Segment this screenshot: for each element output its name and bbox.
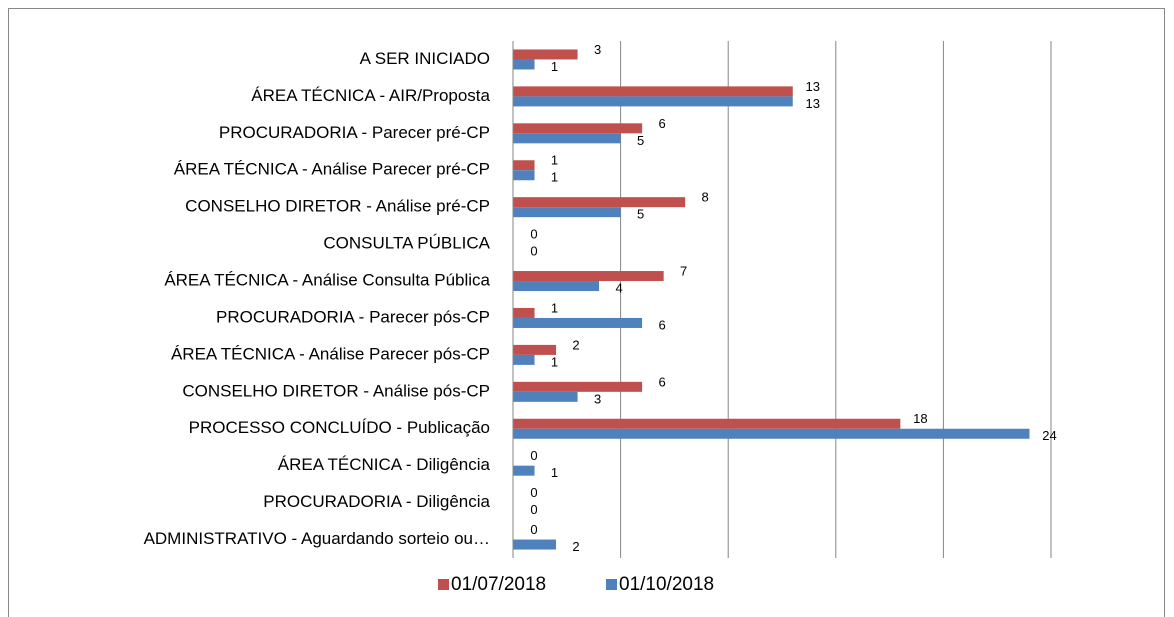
data-label: 1: [551, 59, 558, 74]
data-label: 18: [913, 411, 927, 426]
category-label: PROCESSO CONCLUÍDO - Publicação: [189, 418, 490, 437]
bar: [513, 354, 535, 365]
bar: [513, 344, 557, 355]
data-label: 1: [551, 300, 558, 315]
bar: [513, 317, 643, 328]
bar: [513, 281, 600, 292]
bar: [513, 381, 643, 392]
data-label: 0: [530, 485, 537, 500]
data-label: 8: [702, 190, 709, 205]
category-label: A SER INICIADO: [360, 49, 490, 68]
data-label: 0: [530, 522, 537, 537]
data-label: 1: [551, 354, 558, 369]
legend-label: 01/10/2018: [619, 574, 714, 595]
bar: [513, 465, 535, 476]
data-label: 0: [530, 244, 537, 259]
data-label: 6: [659, 317, 666, 332]
bar: [513, 123, 643, 134]
bar: [513, 86, 793, 97]
bar: [513, 207, 621, 218]
bar: [513, 418, 901, 429]
data-label: 0: [530, 502, 537, 517]
data-label: 4: [615, 280, 622, 295]
bar: [513, 539, 557, 550]
category-label: ÁREA TÉCNICA - AIR/Proposta: [251, 86, 490, 105]
bar: [513, 170, 535, 181]
data-label: 5: [637, 133, 644, 148]
data-label: 7: [680, 263, 687, 278]
data-label: 0: [530, 227, 537, 242]
bar: [513, 428, 1030, 439]
bar: [513, 160, 535, 171]
data-label: 24: [1042, 428, 1056, 443]
legend-swatch: [606, 579, 617, 590]
bar: [513, 133, 621, 144]
bar: [513, 59, 535, 70]
category-label: ÁREA TÉCNICA - Análise Consulta Pública: [164, 271, 490, 290]
data-label: 13: [806, 96, 820, 111]
bar: [513, 271, 664, 282]
category-label: PROCURADORIA - Parecer pós-CP: [216, 307, 490, 326]
data-label: 5: [637, 207, 644, 222]
category-label: PROCURADORIA - Parecer pré-CP: [219, 123, 490, 142]
data-label: 1: [551, 153, 558, 168]
bar: [513, 49, 578, 60]
data-label: 3: [594, 391, 601, 406]
bar: [513, 197, 686, 208]
data-label: 0: [530, 448, 537, 463]
data-label: 6: [659, 116, 666, 131]
bar: [513, 96, 793, 107]
category-label: ÁREA TÉCNICA - Diligência: [278, 455, 491, 474]
data-label: 6: [659, 374, 666, 389]
legend-swatch: [438, 579, 449, 590]
legend-label: 01/07/2018: [451, 574, 546, 595]
category-label: CONSELHO DIRETOR - Análise pré-CP: [185, 197, 490, 216]
data-label: 13: [806, 79, 820, 94]
category-label: ADMINISTRATIVO - Aguardando sorteio ou…: [144, 529, 490, 548]
data-label: 2: [572, 337, 579, 352]
category-label: CONSELHO DIRETOR - Análise pós-CP: [182, 381, 490, 400]
category-label: PROCURADORIA - Diligência: [263, 492, 490, 511]
category-label: ÁREA TÉCNICA - Análise Parecer pré-CP: [174, 160, 490, 179]
data-label: 2: [572, 539, 579, 554]
data-label: 1: [551, 465, 558, 480]
bar: [513, 307, 535, 318]
category-label: ÁREA TÉCNICA - Análise Parecer pós-CP: [171, 344, 490, 363]
chart-border: [8, 8, 1165, 617]
data-label: 3: [594, 42, 601, 57]
category-label: CONSULTA PÚBLICA: [323, 234, 490, 253]
data-label: 1: [551, 170, 558, 185]
bar: [513, 391, 578, 402]
